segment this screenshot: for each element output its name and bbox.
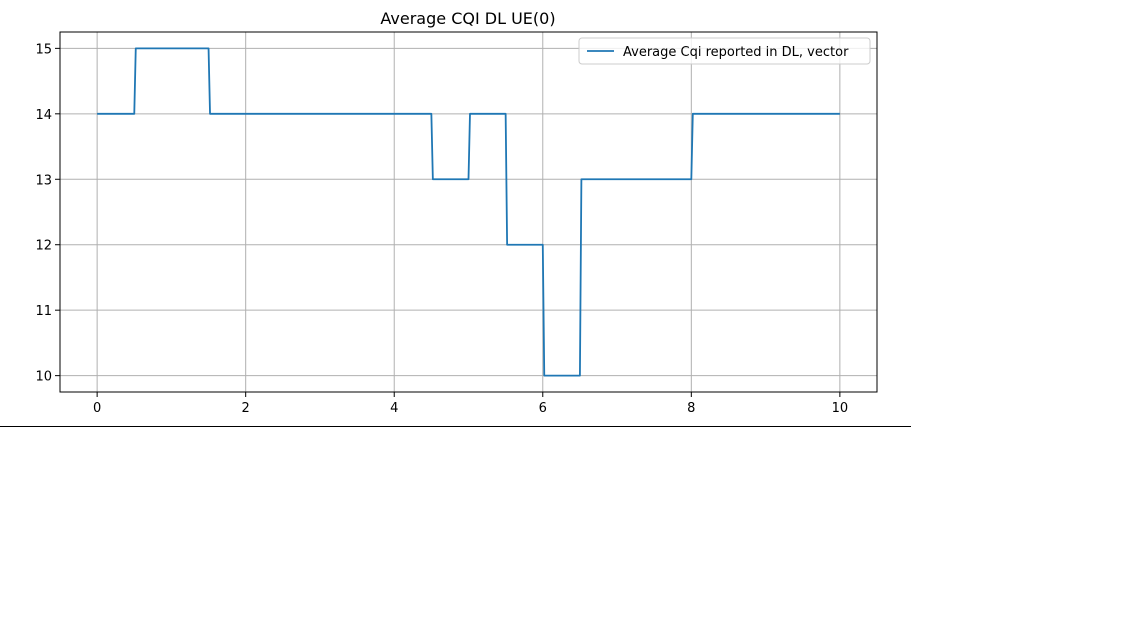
legend: Average Cqi reported in DL, vector (578, 37, 871, 65)
y-tick-label: 11 (35, 304, 52, 319)
divider (0, 426, 911, 427)
chart-title: Average CQI DL UE(0) (380, 9, 555, 28)
x-tick-label: 0 (93, 401, 101, 416)
x-tick-label: 4 (390, 401, 398, 416)
x-tick-label: 10 (832, 401, 849, 416)
series-line (97, 47, 840, 377)
legend-box (578, 37, 871, 65)
series-layer (97, 47, 840, 377)
x-tick-label: 6 (539, 401, 547, 416)
y-axis: 10 11 12 13 14 15 (35, 42, 60, 385)
y-tick-label: 14 (35, 108, 52, 123)
legend-label: Average Cqi reported in DL, vector (623, 45, 849, 60)
x-tick-label: 8 (687, 401, 695, 416)
x-axis: 0 2 4 6 8 10 (93, 392, 848, 416)
plot-frame (59, 31, 878, 393)
y-tick-label: 13 (35, 173, 52, 188)
x-tick-label: 2 (242, 401, 250, 416)
y-tick-label: 12 (35, 239, 52, 254)
grid (60, 32, 877, 392)
y-tick-label: 10 (35, 370, 52, 385)
y-tick-label: 15 (35, 42, 52, 57)
